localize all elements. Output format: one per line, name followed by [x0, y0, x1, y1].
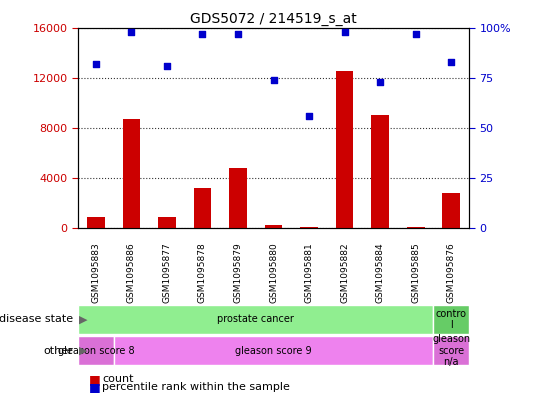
Text: count: count: [102, 374, 134, 384]
Text: GSM1095886: GSM1095886: [127, 242, 136, 303]
Text: GSM1095880: GSM1095880: [269, 242, 278, 303]
Text: prostate cancer: prostate cancer: [217, 314, 294, 324]
Point: [305, 112, 313, 119]
Text: ■: ■: [89, 373, 101, 386]
Point: [270, 77, 278, 83]
Bar: [433, 305, 469, 334]
Text: gleason score 8: gleason score 8: [58, 346, 134, 356]
Bar: [433, 336, 469, 365]
Bar: [229, 168, 247, 228]
Bar: [122, 119, 140, 228]
Text: GSM1095883: GSM1095883: [92, 242, 100, 303]
Text: ▶: ▶: [79, 346, 88, 356]
Text: GSM1095884: GSM1095884: [376, 242, 385, 303]
Text: GSM1095879: GSM1095879: [233, 242, 243, 303]
Text: gleason
score
n/a: gleason score n/a: [432, 334, 470, 367]
Bar: [336, 72, 354, 228]
Point: [411, 30, 420, 37]
Title: GDS5072 / 214519_s_at: GDS5072 / 214519_s_at: [190, 13, 357, 26]
Text: contro
l: contro l: [436, 309, 467, 330]
Text: gleason score 9: gleason score 9: [235, 346, 312, 356]
Text: GSM1095885: GSM1095885: [411, 242, 420, 303]
Bar: [300, 227, 318, 228]
Text: GSM1095877: GSM1095877: [162, 242, 171, 303]
Text: GSM1095878: GSM1095878: [198, 242, 207, 303]
Bar: [158, 217, 176, 228]
Point: [376, 79, 384, 85]
Text: ■: ■: [89, 380, 101, 393]
Text: GSM1095876: GSM1095876: [447, 242, 455, 303]
Point: [447, 59, 455, 65]
Point: [340, 28, 349, 35]
Text: disease state: disease state: [0, 314, 73, 324]
Bar: [78, 336, 114, 365]
Text: other: other: [43, 346, 73, 356]
Text: GSM1095881: GSM1095881: [305, 242, 314, 303]
Point: [234, 30, 243, 37]
Point: [127, 28, 136, 35]
Point: [198, 30, 207, 37]
Point: [92, 61, 100, 67]
Text: ▶: ▶: [79, 314, 88, 324]
Bar: [87, 217, 105, 228]
Text: percentile rank within the sample: percentile rank within the sample: [102, 382, 291, 392]
Bar: [194, 188, 211, 228]
Bar: [371, 115, 389, 228]
Bar: [407, 227, 425, 228]
Text: GSM1095882: GSM1095882: [340, 242, 349, 303]
Point: [163, 62, 171, 69]
Bar: [114, 336, 433, 365]
Bar: [265, 226, 282, 228]
Bar: [443, 193, 460, 228]
